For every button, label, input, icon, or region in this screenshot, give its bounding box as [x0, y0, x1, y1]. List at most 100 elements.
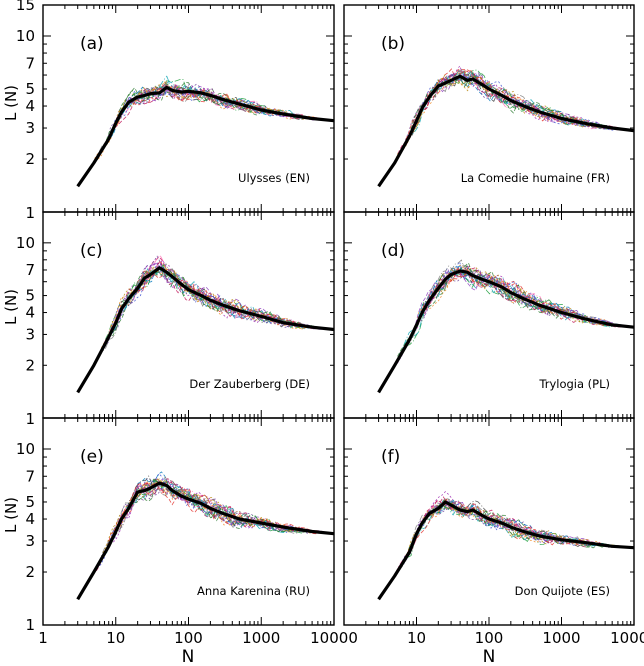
x-axis-label-left: N [182, 647, 195, 666]
y-tick-label: 2 [25, 356, 35, 374]
individual-trace [399, 68, 634, 154]
individual-trace [103, 78, 334, 148]
y-tick-label: 1 [25, 616, 35, 634]
panel-e-individual-traces [93, 471, 334, 572]
x-tick-label: 10000 [310, 629, 358, 647]
y-tick-label: 4 [25, 510, 35, 528]
panel-a-mean-line [76, 85, 335, 188]
individual-trace [396, 504, 634, 571]
individual-trace [397, 262, 634, 357]
panel-d-label: (d) [381, 241, 405, 261]
y-tick-label: 15 [16, 0, 35, 14]
individual-trace [104, 255, 334, 348]
panel-f: (f) Don Quijote (ES) 10 100 1000 10000 [343, 417, 644, 647]
individual-trace [128, 478, 334, 535]
individual-trace [98, 263, 334, 358]
individual-trace [132, 268, 334, 330]
panel-f-title: Don Quijote (ES) [515, 584, 610, 598]
individual-trace [98, 488, 334, 564]
panel-f-individual-traces [394, 491, 634, 575]
individual-trace [103, 254, 334, 343]
panel-a-label: (a) [80, 34, 104, 54]
y-tick-label: 5 [25, 493, 35, 511]
panel-c-mean-line [76, 266, 335, 394]
y-tick-label: 10 [16, 27, 35, 45]
panel-d: (d) Trylogia (PL) [343, 211, 635, 419]
individual-trace [431, 499, 634, 548]
panel-f-frame [343, 417, 635, 626]
panel-d-individual-traces [397, 259, 634, 364]
panel-b-individual-traces [394, 65, 634, 163]
panel-d-mean-line [377, 269, 635, 394]
y-tick-label: 4 [25, 304, 35, 322]
individual-trace [399, 264, 634, 354]
individual-trace [432, 72, 634, 132]
x-tick-label: 100 [475, 629, 504, 647]
individual-trace [395, 70, 634, 160]
y-tick-label: 5 [25, 287, 35, 305]
individual-trace [394, 74, 634, 163]
x-tick-label: 1000 [542, 629, 580, 647]
panel-c: (c) Der Zauberberg (DE) 1 2 3 45 7 10 [16, 211, 335, 428]
x-tick-label: 1 [38, 629, 48, 647]
individual-trace [123, 269, 334, 330]
y-axis-label-middle: L (N) [2, 289, 20, 325]
panel-e-title: Anna Karenina (RU) [197, 584, 310, 598]
individual-trace [413, 259, 634, 330]
individual-trace [99, 270, 334, 356]
panel-b-mean-line [377, 74, 635, 188]
individual-trace [415, 506, 634, 549]
individual-trace [430, 503, 634, 549]
panel-f-label: (f) [381, 447, 400, 467]
individual-trace [417, 265, 634, 328]
individual-trace [429, 498, 634, 548]
individual-trace [120, 480, 334, 535]
individual-trace [100, 264, 334, 349]
individual-trace [118, 482, 334, 535]
y-axis-label-bottom: L (N) [2, 497, 20, 533]
y-tick-label: 2 [25, 150, 35, 168]
x-tick-label: 10 [407, 629, 426, 647]
panel-f-mean-line [377, 500, 635, 601]
y-tick-label: 2 [25, 563, 35, 581]
individual-trace [397, 269, 634, 364]
individual-trace [127, 482, 334, 535]
individual-trace [398, 265, 634, 356]
y-axis-label-top: L (N) [2, 85, 20, 121]
panel-b-label: (b) [381, 34, 405, 54]
panel-e-label: (e) [80, 447, 104, 467]
individual-trace [427, 70, 634, 131]
panel-a: (a) Ulysses (EN) 1 2 3 45 7 10 15 [16, 0, 335, 222]
y-tick-label: 7 [25, 261, 35, 279]
individual-trace [398, 68, 634, 155]
panel-b-title: La Comedie humaine (FR) [461, 171, 610, 185]
panel-e-mean-line [76, 481, 335, 601]
individual-trace [429, 74, 634, 132]
y-tick-label: 1 [25, 410, 35, 428]
panel-b: (b) La Comedie humaine (FR) [343, 4, 635, 213]
individual-trace [104, 271, 334, 348]
individual-trace [419, 260, 634, 328]
individual-trace [96, 478, 334, 572]
panel-e-frame [42, 417, 335, 626]
x-tick-label: 10000 [610, 629, 644, 647]
y-tick-label: 5 [25, 80, 35, 98]
individual-trace [104, 259, 334, 345]
panel-c-title: Der Zauberberg (DE) [189, 377, 310, 391]
y-tick-label: 7 [25, 467, 35, 485]
x-axis-label-right: N [483, 647, 496, 666]
individual-trace [97, 79, 334, 160]
y-tick-label: 3 [25, 325, 35, 343]
panel-a-individual-traces [94, 75, 334, 160]
individual-trace [133, 83, 334, 121]
individual-trace [121, 86, 334, 121]
individual-trace [405, 74, 634, 144]
individual-trace [430, 270, 634, 328]
individual-trace [93, 472, 334, 572]
y-tick-label: 1 [25, 204, 35, 222]
individual-trace [431, 270, 634, 328]
individual-trace [130, 266, 334, 330]
x-tick-label: 100 [174, 629, 203, 647]
